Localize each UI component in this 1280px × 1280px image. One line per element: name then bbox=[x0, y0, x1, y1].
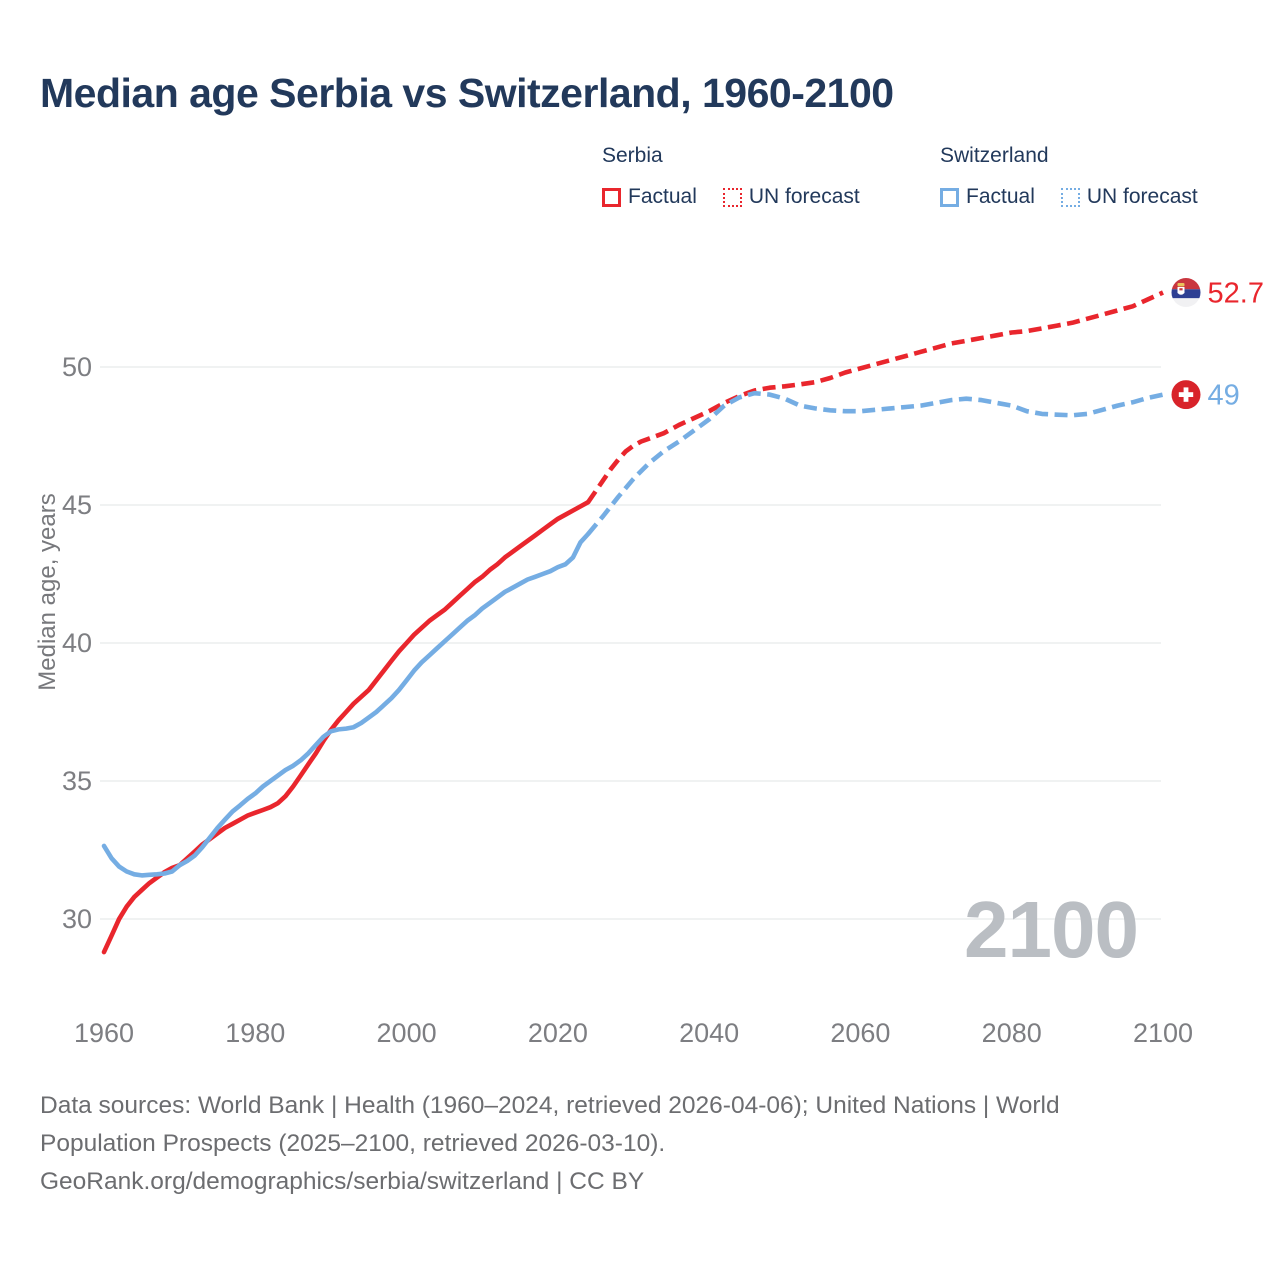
x-tick-label: 2040 bbox=[679, 1018, 739, 1048]
legend-item-switzerland-factual: Factual bbox=[940, 185, 1035, 209]
footer-line-sources-2: Population Prospects (2025–2100, retriev… bbox=[40, 1130, 666, 1157]
series-line-serbia-un-forecast bbox=[586, 290, 1164, 504]
legend-label: Factual bbox=[966, 185, 1035, 208]
legend-label: Factual bbox=[628, 185, 697, 208]
serbia-factual-swatch-icon bbox=[602, 187, 621, 207]
y-tick-label: 40 bbox=[62, 628, 92, 658]
x-tick-label: 2100 bbox=[1133, 1018, 1193, 1048]
gridlines bbox=[100, 366, 1161, 920]
series-lines bbox=[101, 290, 1164, 955]
legend-header-serbia: Serbia bbox=[602, 144, 663, 167]
footer: Data sources: World Bank | Health (1960–… bbox=[40, 1087, 1170, 1201]
x-tick-label: 2080 bbox=[982, 1018, 1042, 1048]
footer-line-sources: Data sources: World Bank | Health (1960–… bbox=[40, 1092, 1060, 1119]
legend-item-serbia-factual: Factual bbox=[602, 185, 697, 209]
x-tick-label: 1980 bbox=[225, 1018, 285, 1048]
watermark-year: 2100 bbox=[964, 885, 1139, 974]
legend-group-serbia: Serbia Factual UN forecast bbox=[602, 144, 860, 209]
switzerland-flag-icon bbox=[1171, 380, 1201, 410]
legend-row-serbia: Factual UN forecast bbox=[602, 185, 860, 209]
end-value-label: 49 bbox=[1208, 380, 1240, 412]
x-tick-label: 2060 bbox=[830, 1018, 890, 1048]
y-tick-label: 50 bbox=[62, 352, 92, 382]
y-tick-label: 30 bbox=[62, 904, 92, 934]
end-marker-serbia: 52.7 bbox=[1171, 277, 1264, 309]
legend-label: UN forecast bbox=[1086, 185, 1198, 208]
legend-item-serbia-forecast: UN forecast bbox=[722, 185, 860, 209]
legend-item-switzerland-forecast: UN forecast bbox=[1060, 185, 1198, 209]
y-tick-label: 35 bbox=[62, 766, 92, 796]
end-marker-switzerland: 49 bbox=[1171, 380, 1240, 412]
x-tick-label: 2000 bbox=[377, 1018, 437, 1048]
x-tick-label: 2020 bbox=[528, 1018, 588, 1048]
end-value-label: 52.7 bbox=[1208, 277, 1264, 309]
footer-line-attribution: GeoRank.org/demographics/serbia/switzerl… bbox=[40, 1168, 645, 1195]
x-tick-label: 1960 bbox=[74, 1018, 134, 1048]
series-line-switzerland-factual bbox=[101, 531, 591, 878]
legend-label: UN forecast bbox=[748, 185, 860, 208]
series-line-switzerland-un-forecast bbox=[586, 390, 1164, 536]
axis-tick-labels: 30 35 40 45 50 1960 1980 2000 2020 2040 2060 2080 21… bbox=[62, 352, 1193, 1048]
legend-row-switzerland: Factual UN forecast bbox=[940, 185, 1198, 209]
serbia-flag-icon bbox=[1171, 277, 1201, 307]
switzerland-factual-swatch-icon bbox=[940, 187, 959, 207]
switzerland-forecast-swatch-icon bbox=[1060, 187, 1080, 207]
legend-header-switzerland: Switzerland bbox=[940, 144, 1049, 167]
chart-title: Median age Serbia vs Switzerland, 1960-2… bbox=[40, 70, 894, 116]
serbia-forecast-swatch-icon bbox=[722, 187, 742, 207]
y-tick-label: 45 bbox=[62, 490, 92, 520]
legend-group-switzerland: Switzerland Factual UN forecast bbox=[940, 144, 1198, 209]
